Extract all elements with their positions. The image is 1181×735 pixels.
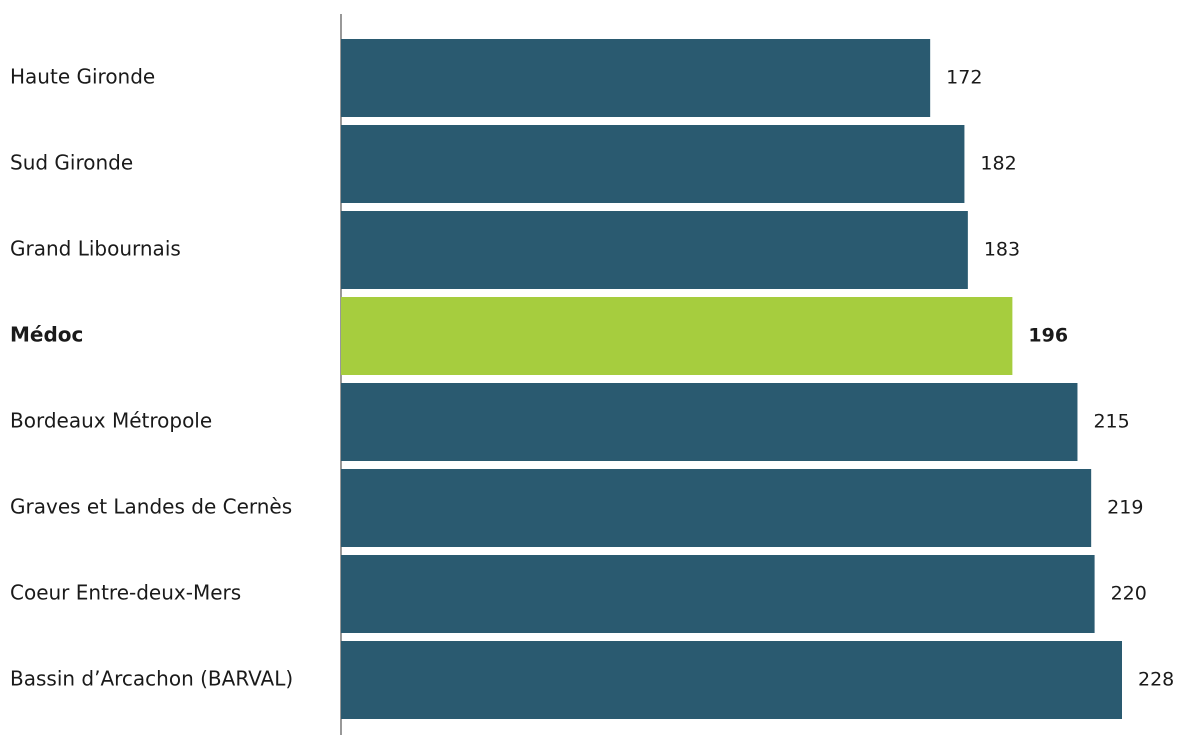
category-label-coeur-entre-deux-mers: Coeur Entre-deux-Mers [10,581,241,605]
bar-graves-et-landes-de-cernes [341,469,1092,547]
value-label-medoc: 196 [1028,325,1068,347]
value-label-bordeaux-metropole: 215 [1093,411,1129,433]
value-label-graves-et-landes-de-cernes: 219 [1107,497,1143,519]
category-label-haute-gironde: Haute Gironde [10,65,155,89]
category-label-bassin-d-arcachon-barval: Bassin d’Arcachon (BARVAL) [10,667,293,691]
value-label-haute-gironde: 172 [946,67,982,89]
category-label-graves-et-landes-de-cernes: Graves et Landes de Cernès [10,495,292,519]
bar-bassin-d-arcachon-barval [341,641,1122,719]
bar-grand-libournais [341,211,968,289]
category-label-grand-libournais: Grand Libournais [10,237,181,261]
category-labels-group: Haute Gironde Sud Gironde Grand Libournais… [10,65,293,691]
bar-bordeaux-metropole [341,383,1078,461]
value-label-grand-libournais: 183 [984,239,1020,261]
bars-group [341,39,1122,719]
value-label-sud-gironde: 182 [980,153,1016,175]
bar-sud-gironde [341,125,965,203]
value-label-coeur-entre-deux-mers: 220 [1111,583,1147,605]
category-label-sud-gironde: Sud Gironde [10,151,133,175]
value-labels-group: 172 182 183 196 215 219 220 228 [946,67,1174,691]
value-label-bassin-d-arcachon-barval: 228 [1138,669,1174,691]
bar-medoc [341,297,1013,375]
category-label-medoc: Médoc [10,323,83,347]
bar-coeur-entre-deux-mers [341,555,1095,633]
bar-haute-gironde [341,39,931,117]
category-label-bordeaux-metropole: Bordeaux Métropole [10,409,212,433]
